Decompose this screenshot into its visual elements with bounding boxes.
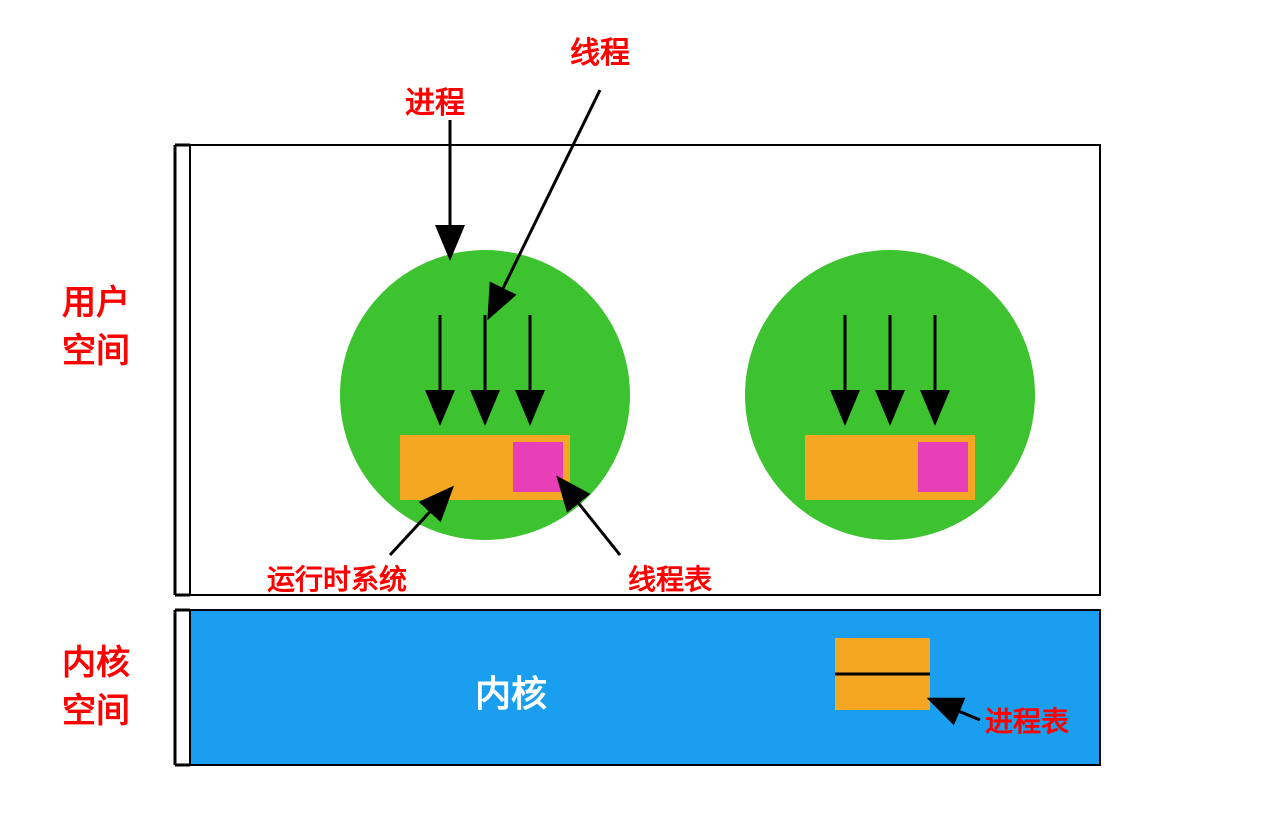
label-user-space: 用户 空间: [62, 280, 130, 375]
thread-table-box-left: [513, 442, 563, 492]
kernel-box: [190, 610, 1100, 765]
thread-process-diagram: 线程 进程 用户 空间 内核 空间 运行时系统 线程表 内核 进程表: [0, 0, 1268, 818]
label-kernel: 内核: [475, 665, 547, 717]
diagram-svg: [0, 0, 1268, 818]
label-process-table: 进程表: [985, 700, 1069, 740]
thread-table-box-right: [918, 442, 968, 492]
label-thread-top: 线程: [570, 28, 630, 72]
label-process-top: 进程: [405, 78, 465, 122]
label-runtime-system: 运行时系统: [267, 558, 407, 598]
label-thread-table: 线程表: [628, 558, 712, 598]
label-kernel-space: 内核 空间: [62, 640, 130, 735]
